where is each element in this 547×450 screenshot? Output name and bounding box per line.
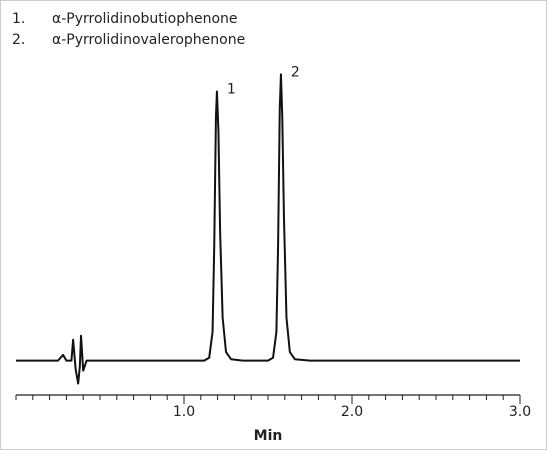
legend-number: 1. [12, 11, 25, 27]
x-axis-label: Min [254, 428, 283, 444]
signal-trace [16, 73, 520, 385]
legend-name: α-Pyrrolidinovalerophenone [52, 32, 245, 48]
x-tick-label: 2.0 [341, 404, 363, 420]
peak-label: 2 [291, 64, 300, 80]
legend-name: α-Pyrrolidinobutiophenone [52, 11, 238, 27]
x-tick-label: 3.0 [509, 404, 531, 420]
legend-number: 2. [12, 32, 25, 48]
peak-label: 1 [227, 81, 236, 97]
x-tick-label: 1.0 [173, 404, 195, 420]
legend: 1. α-Pyrrolidinobutiophenone 2. α-Pyrrolidi… [12, 11, 245, 48]
